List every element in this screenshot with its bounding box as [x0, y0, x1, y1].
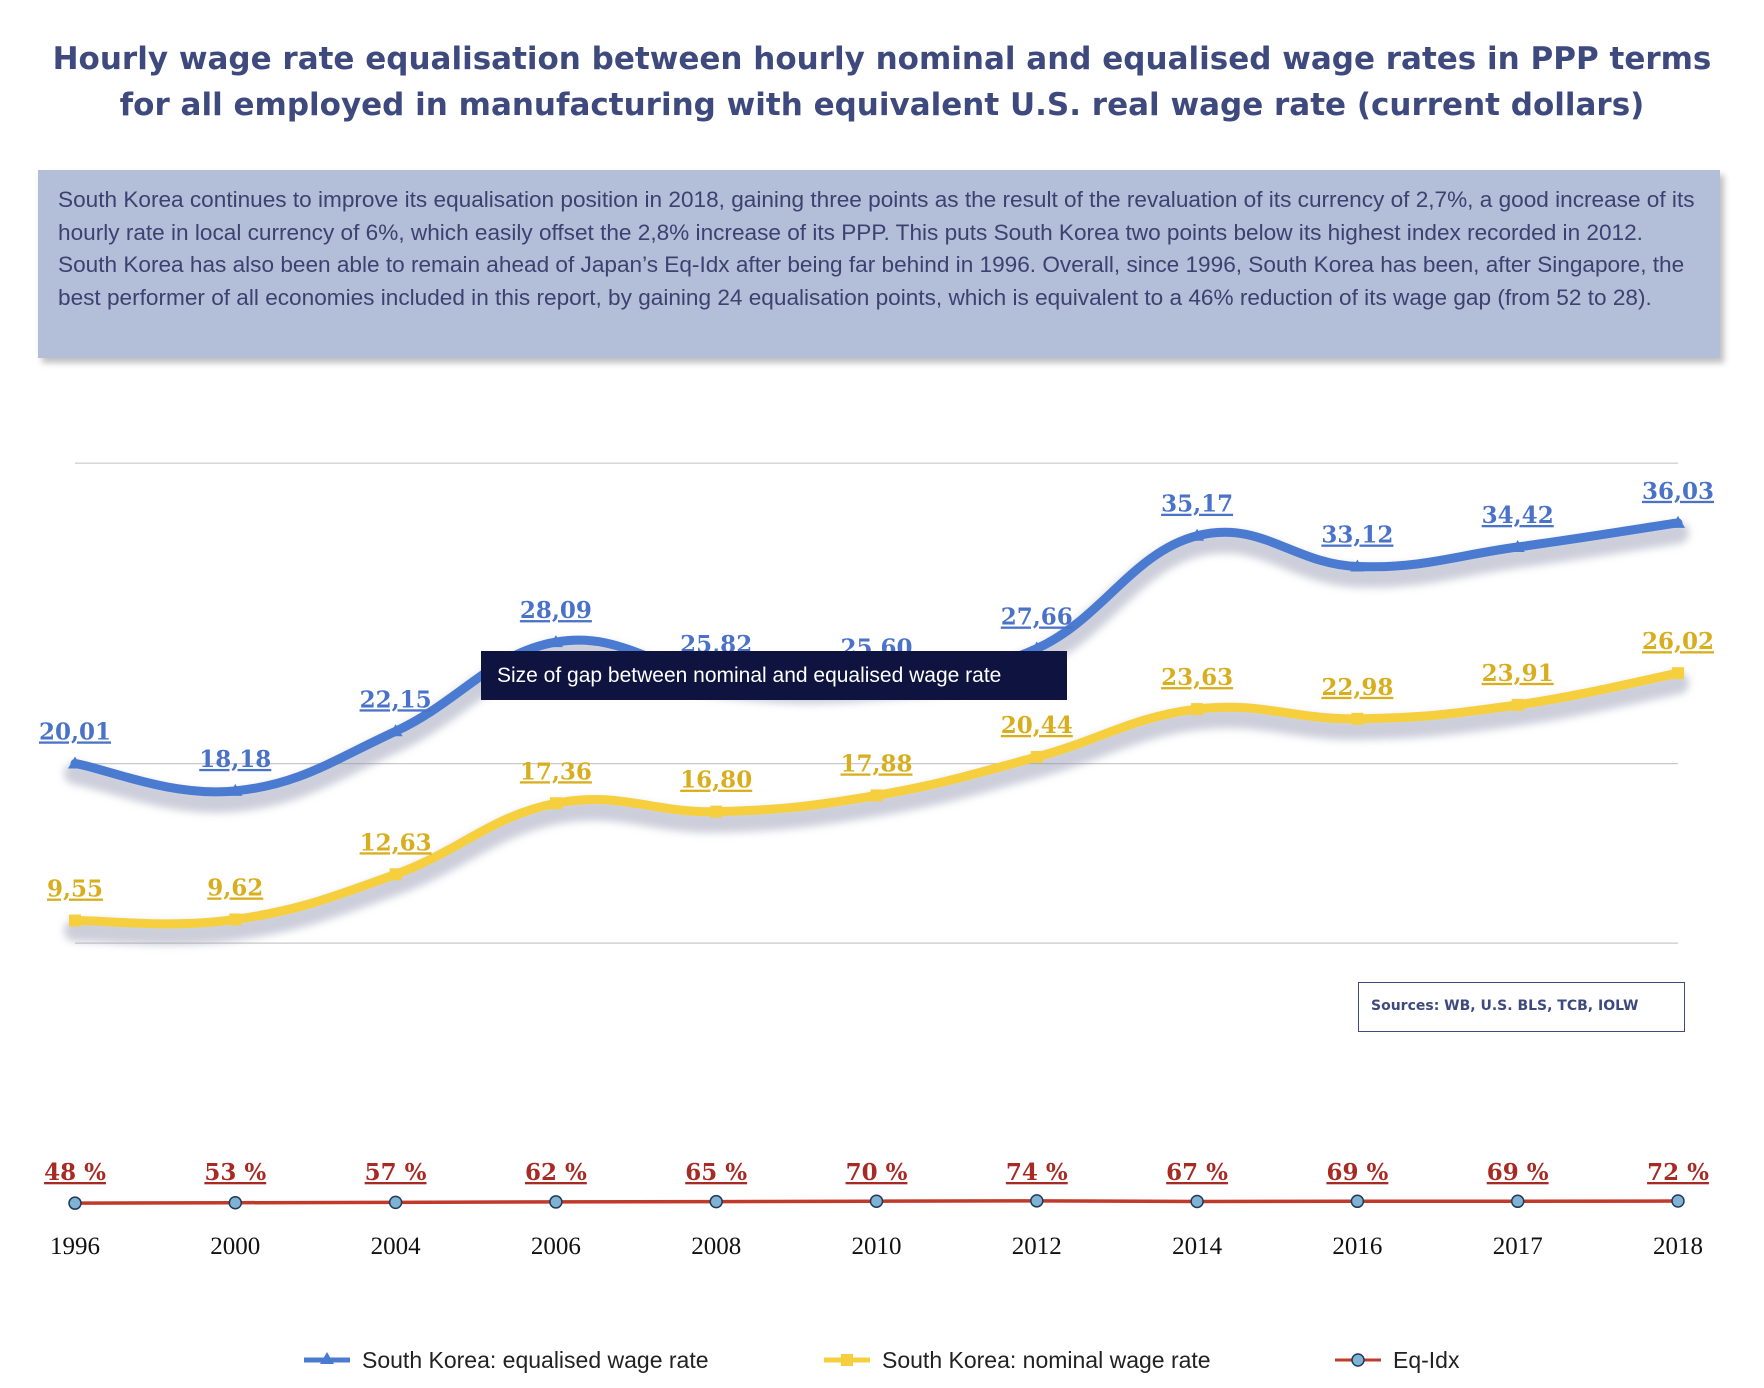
- equalised-point[interactable]: [388, 724, 403, 737]
- nominal-data-label: 12,63: [360, 829, 432, 856]
- equalised-data-label: 22,15: [360, 686, 432, 713]
- nominal-data-label: 26,02: [1642, 628, 1714, 655]
- eqidx-point[interactable]: [388, 1195, 403, 1210]
- nominal-point[interactable]: [69, 914, 81, 927]
- nominal-data-label: 9,55: [47, 876, 103, 903]
- equalised-data-label: 35,17: [1161, 491, 1233, 518]
- legend-label-eqidx: Eq-Idx: [1393, 1346, 1460, 1373]
- legend-item-nominal[interactable]: South Korea: nominal wage rate: [822, 1342, 1211, 1378]
- equalised-point[interactable]: [228, 783, 243, 796]
- x-tick-label: 2014: [1172, 1233, 1223, 1260]
- eqidx-point[interactable]: [1350, 1194, 1365, 1209]
- eqidx-point[interactable]: [869, 1194, 884, 1208]
- circle-marker-icon: [1351, 1353, 1365, 1367]
- nominal-line-shadow: [64, 672, 1689, 945]
- equalised-data-label: 33,12: [1321, 522, 1393, 549]
- equalised-data-label: 36,03: [1642, 478, 1714, 505]
- nominal-point[interactable]: [389, 868, 402, 881]
- nominal-point[interactable]: [1030, 750, 1043, 763]
- x-tick-label: 2010: [852, 1233, 902, 1260]
- eqidx-point[interactable]: [1030, 1194, 1044, 1208]
- nominal-point[interactable]: [229, 913, 242, 926]
- equalised-point[interactable]: [1029, 641, 1044, 654]
- eqidx-data-label: 57 %: [365, 1159, 427, 1186]
- chart-title-line-2: for all employed in manufacturing with e…: [119, 87, 1645, 123]
- eqidx-data-label: 48 %: [44, 1159, 106, 1186]
- x-tick-label: 2000: [210, 1233, 260, 1260]
- equalised-data-label: 28,09: [520, 597, 592, 624]
- legend-item-equalised[interactable]: South Korea: equalised wage rate: [302, 1342, 709, 1378]
- commentary-box: South Korea continues to improve its equ…: [38, 170, 1720, 358]
- nominal-point[interactable]: [870, 789, 883, 802]
- eqidx-point[interactable]: [1510, 1194, 1525, 1209]
- eqidx-data-label: 70 %: [846, 1159, 908, 1186]
- gap-annotation: Size of gap between nominal and equalise…: [481, 651, 1067, 700]
- nominal-data-label: 17,36: [520, 758, 592, 785]
- square-marker-icon: [841, 1354, 853, 1366]
- legend-item-eqidx[interactable]: Eq-Idx: [1333, 1342, 1459, 1378]
- triangle-marker-icon: [320, 1352, 334, 1364]
- x-tick-label: 2008: [691, 1233, 741, 1260]
- nominal-data-label: 17,88: [840, 750, 912, 777]
- eqidx-point[interactable]: [549, 1195, 563, 1209]
- eqidx-point[interactable]: [1190, 1194, 1204, 1209]
- eqidx-data-label: 69 %: [1487, 1159, 1549, 1186]
- nominal-data-label: 23,91: [1482, 660, 1554, 687]
- equalised-data-label: 34,42: [1482, 502, 1554, 529]
- x-tick-label: 2017: [1493, 1233, 1543, 1260]
- x-tick-label: 1996: [50, 1233, 100, 1260]
- chart-title-line-1: Hourly wage rate equalisation between ho…: [52, 41, 1712, 77]
- eqidx-data-label: 65 %: [685, 1159, 747, 1186]
- equalised-point[interactable]: [1350, 559, 1365, 572]
- equalised-point[interactable]: [1190, 528, 1205, 541]
- nominal-point[interactable]: [1351, 712, 1364, 725]
- eqidx-data-label: 62 %: [525, 1159, 587, 1186]
- x-tick-label: 2006: [531, 1233, 581, 1260]
- nominal-data-label: 16,80: [680, 767, 752, 794]
- x-tick-label: 2012: [1012, 1233, 1062, 1260]
- eqidx-data-label: 72 %: [1647, 1159, 1709, 1186]
- nominal-data-label: 9,62: [207, 875, 263, 902]
- equalised-data-label: 20,01: [39, 718, 111, 745]
- eqidx-data-label: 53 %: [204, 1159, 266, 1186]
- equalised-point[interactable]: [1510, 540, 1525, 553]
- x-tick-label: 2016: [1332, 1233, 1382, 1260]
- legend-label-equalised: South Korea: equalised wage rate: [362, 1346, 709, 1373]
- legend-swatch-nominal: [824, 1354, 870, 1366]
- legend-swatch-eqidx: [1335, 1353, 1381, 1367]
- eqidx-point[interactable]: [228, 1195, 243, 1210]
- nominal-point[interactable]: [549, 797, 562, 810]
- nominal-data-label: 20,44: [1001, 712, 1073, 739]
- x-tick-label: 2004: [371, 1233, 422, 1260]
- equalised-data-label: 27,66: [1001, 604, 1073, 631]
- chart-title: Hourly wage rate equalisation between ho…: [0, 36, 1764, 128]
- eqidx-data-label: 74 %: [1006, 1159, 1068, 1186]
- nominal-point[interactable]: [1191, 703, 1204, 716]
- equalised-point[interactable]: [68, 756, 82, 769]
- eqidx-point[interactable]: [68, 1196, 82, 1210]
- eqidx-data-label: 69 %: [1326, 1159, 1388, 1186]
- equalised-data-label: 18,18: [199, 746, 271, 773]
- eqidx-data-label: 67 %: [1166, 1159, 1228, 1186]
- eqidx-point[interactable]: [709, 1194, 723, 1209]
- nominal-data-label: 22,98: [1321, 674, 1393, 701]
- sources-box: Sources: WB, U.S. BLS, TCB, IOLW: [1358, 982, 1685, 1032]
- x-tick-label: 2018: [1653, 1233, 1703, 1260]
- nominal-point[interactable]: [1672, 667, 1684, 680]
- legend-label-nominal: South Korea: nominal wage rate: [882, 1346, 1211, 1373]
- equalised-point[interactable]: [1671, 515, 1685, 528]
- nominal-point[interactable]: [710, 805, 723, 818]
- nominal-point[interactable]: [1511, 698, 1524, 711]
- eqidx-point[interactable]: [1671, 1194, 1685, 1208]
- nominal-data-label: 23,63: [1161, 664, 1233, 691]
- legend-swatch-equalised: [304, 1352, 350, 1364]
- equalised-point[interactable]: [548, 635, 563, 648]
